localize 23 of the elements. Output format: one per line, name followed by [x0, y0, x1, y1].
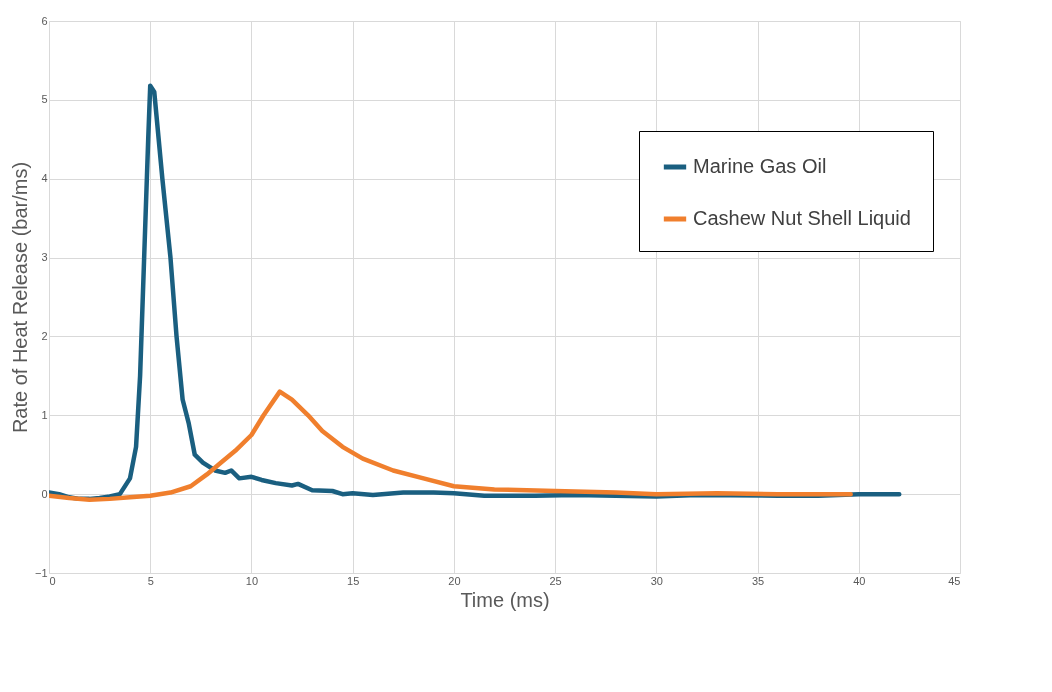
x-tick-label: 45 — [948, 574, 961, 587]
x-axis-title: Time (ms) — [460, 588, 550, 611]
y-tick-label: 2 — [41, 329, 48, 342]
x-tick-label: 25 — [549, 574, 562, 587]
y-tick-label: 0 — [41, 487, 48, 500]
x-tick-label: 35 — [751, 574, 765, 587]
legend-label: Marine Gas Oil — [693, 155, 827, 177]
y-axis-title: Rate of Heat Release (bar/ms) — [8, 161, 31, 434]
x-tick-label: 15 — [347, 574, 360, 587]
y-tick-label: 5 — [41, 93, 48, 106]
x-tick-label: 0 — [49, 574, 56, 587]
y-tick-label: 4 — [41, 172, 48, 185]
y-tick-label: 6 — [41, 14, 48, 27]
legend-label: Cashew Nut Shell Liquid — [693, 207, 911, 229]
x-tick-label: 10 — [245, 574, 259, 587]
y-tick-label: 1 — [41, 408, 48, 421]
x-tick-label: 20 — [448, 574, 461, 587]
x-tick-label: 5 — [147, 574, 154, 587]
x-tick-label: 40 — [853, 574, 866, 587]
y-tick-label: −1 — [34, 566, 48, 579]
line-series — [49, 389, 853, 502]
x-tick-label: 30 — [650, 574, 663, 587]
y-tick-label: 3 — [41, 251, 48, 264]
